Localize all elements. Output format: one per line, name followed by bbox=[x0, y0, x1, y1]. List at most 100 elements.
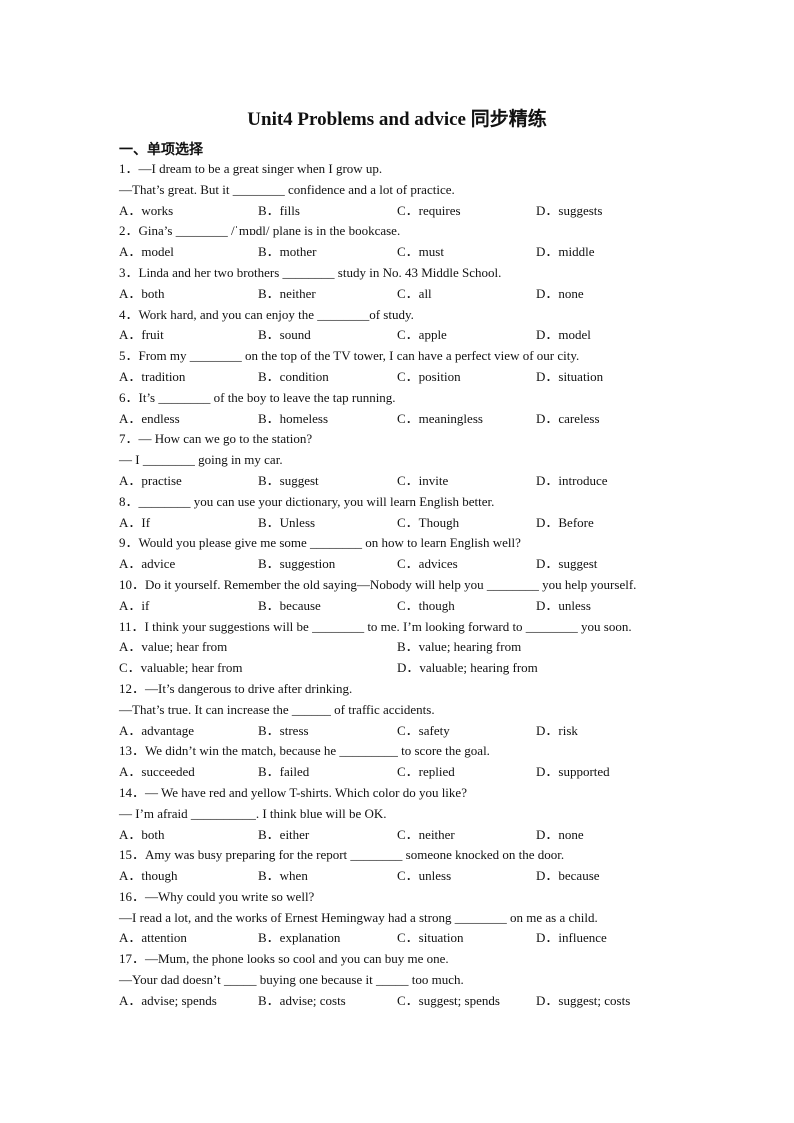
answer-option: A．If bbox=[119, 514, 151, 530]
answer-option: C．position bbox=[397, 368, 461, 384]
answer-option: D．unless bbox=[536, 597, 591, 613]
answer-option: C．though bbox=[397, 597, 455, 613]
answer-option: C．apple bbox=[397, 327, 447, 343]
answer-option: D．risk bbox=[536, 722, 578, 738]
answer-option: A．works bbox=[119, 202, 174, 218]
question-stem: 5．From my ________ on the top of the TV … bbox=[119, 348, 580, 364]
answer-option: C．all bbox=[397, 285, 432, 301]
section-heading: 一、单项选择 bbox=[119, 143, 203, 158]
answer-option: D．introduce bbox=[536, 472, 608, 488]
answer-option: A．advantage bbox=[119, 722, 195, 738]
answer-option: C．requires bbox=[397, 202, 461, 218]
answer-option: B．condition bbox=[258, 368, 329, 384]
question-stem: 8．________ you can use your dictionary, … bbox=[119, 493, 495, 509]
answer-option: B．neither bbox=[258, 285, 316, 301]
answer-option: C．Though bbox=[397, 514, 460, 530]
answer-option: C．valuable; hear from bbox=[119, 660, 243, 676]
options-row: A．advice B．suggestion C．advices D．suggest bbox=[119, 554, 719, 575]
answer-option: B．fills bbox=[258, 202, 300, 218]
answer-option: C．safety bbox=[397, 722, 450, 738]
answer-option: B．sound bbox=[258, 327, 311, 343]
options-row: A．tradition B．condition C．position D．situat… bbox=[119, 367, 719, 388]
question-stem: 1．—I dream to be a great singer when I g… bbox=[119, 161, 383, 176]
answer-option: B．because bbox=[258, 597, 321, 613]
answer-option: C．invite bbox=[397, 472, 449, 488]
question-stem: 13．We didn’t win the match, because he _… bbox=[119, 743, 490, 759]
answer-option: B．either bbox=[258, 826, 310, 842]
options-row: A．works B．fills C．requires D．suggests bbox=[119, 201, 719, 222]
options-row: A．both B．either C．neither D．none bbox=[119, 825, 719, 846]
answer-option: B．value; hearing from bbox=[397, 639, 522, 655]
answer-option: A．succeeded bbox=[119, 764, 195, 780]
question-stem: — I ________ going in my car. bbox=[119, 452, 283, 468]
question-stem: 6．It’s ________ of the boy to leave the … bbox=[119, 389, 396, 405]
answer-option: B．failed bbox=[258, 764, 310, 780]
question-stem: —That’s great. But it ________ confidenc… bbox=[119, 181, 455, 197]
answer-option: B．homeless bbox=[258, 410, 329, 426]
answer-option: C．situation bbox=[397, 930, 464, 946]
answer-option: B．suggest bbox=[258, 472, 319, 488]
options-row: A．practise B．suggest C．invite D．introduce bbox=[119, 471, 719, 492]
answer-option: A．value; hear from bbox=[119, 639, 228, 655]
answer-option: A．endless bbox=[119, 410, 180, 426]
answer-option: D．none bbox=[536, 826, 584, 842]
answer-option: D．none bbox=[536, 285, 584, 301]
options-row: C．valuable; hear from D．valuable; hearing… bbox=[119, 658, 719, 679]
question-stem: 15．Amy was busy preparing for the report… bbox=[119, 847, 565, 863]
answer-option: B．stress bbox=[258, 722, 309, 738]
question-stem: 4．Work hard, and you can enjoy the _____… bbox=[119, 306, 414, 322]
options-row: A．attention B．explanation C．situation D．inf… bbox=[119, 928, 719, 949]
answer-option: A．if bbox=[119, 597, 150, 613]
answer-option: C．neither bbox=[397, 826, 455, 842]
answer-option: D．suggest; costs bbox=[536, 992, 631, 1008]
answer-option: A．model bbox=[119, 244, 174, 260]
answer-option: A．tradition bbox=[119, 368, 186, 384]
options-row: A．model B．mother C．must D．middle bbox=[119, 242, 719, 263]
answer-option: D．because bbox=[536, 868, 600, 884]
answer-option: D．middle bbox=[536, 244, 595, 260]
answer-option: D．careless bbox=[536, 410, 600, 426]
answer-option: D．model bbox=[536, 327, 591, 343]
options-row: A．if B．because C．though D．unless bbox=[119, 596, 719, 617]
answer-option: A．practise bbox=[119, 472, 182, 488]
answer-option: A．attention bbox=[119, 930, 187, 946]
question-stem: 7．— How can we go to the station? bbox=[119, 431, 313, 447]
question-stem: 2．Gina’s ________ /ˈmɒdl/ plane is in th… bbox=[119, 223, 401, 239]
answer-option: B．mother bbox=[258, 244, 317, 260]
answer-option: A．both bbox=[119, 826, 165, 842]
answer-option: D．suggests bbox=[536, 202, 603, 218]
question-stem: 10．Do it yourself. Remember the old sayi… bbox=[119, 576, 637, 592]
question-stem: 12．—It’s dangerous to drive after drinki… bbox=[119, 680, 353, 696]
options-row: A．endless B．homeless C．meaningless D．carele… bbox=[119, 409, 719, 430]
answer-option: C．meaningless bbox=[397, 410, 483, 426]
options-row: A．If B．Unless C．Though D．Before bbox=[119, 513, 719, 534]
options-row: A．fruit B．sound C．apple D．model bbox=[119, 325, 719, 346]
answer-option: B．Unless bbox=[258, 514, 316, 530]
answer-option: D．supported bbox=[536, 764, 610, 780]
answer-option: D．valuable; hearing from bbox=[397, 660, 538, 676]
answer-option: C．must bbox=[397, 244, 444, 260]
answer-option: C．suggest; spends bbox=[397, 992, 500, 1008]
answer-option: D．influence bbox=[536, 930, 607, 946]
options-row: A．succeeded B．failed C．replied D．supported bbox=[119, 762, 719, 783]
question-stem: 3．Linda and her two brothers ________ st… bbox=[119, 264, 502, 280]
answer-option: D．Before bbox=[536, 514, 594, 530]
answer-option: A．both bbox=[119, 285, 165, 301]
options-row: A．though B．when C．unless D．because bbox=[119, 866, 719, 887]
options-row: A．advantage B．stress C．safety D．risk bbox=[119, 721, 719, 742]
question-stem: —I read a lot, and the works of Ernest H… bbox=[119, 909, 598, 925]
question-stem: —That’s true. It can increase the ______… bbox=[119, 701, 435, 717]
question-stem: 11．I think your suggestions will be ____… bbox=[119, 618, 632, 634]
answer-option: B．advise; costs bbox=[258, 992, 346, 1008]
question-stem: 14．— We have red and yellow T-shirts. Wh… bbox=[119, 784, 467, 800]
question-stem: 17．—Mum, the phone looks so cool and you… bbox=[119, 951, 449, 967]
answer-option: D．suggest bbox=[536, 556, 598, 572]
answer-option: C．replied bbox=[397, 764, 455, 780]
question-stem: —Your dad doesn’t _____ buying one becau… bbox=[119, 972, 464, 988]
answer-option: B．when bbox=[258, 868, 308, 884]
options-row: A．value; hear from B．value; hearing from bbox=[119, 637, 719, 658]
answer-option: D．situation bbox=[536, 368, 604, 384]
answer-option: A．fruit bbox=[119, 327, 164, 343]
question-list: 1．—I dream to be a great singer when I g… bbox=[119, 159, 719, 1012]
answer-option: B．suggestion bbox=[258, 556, 336, 572]
